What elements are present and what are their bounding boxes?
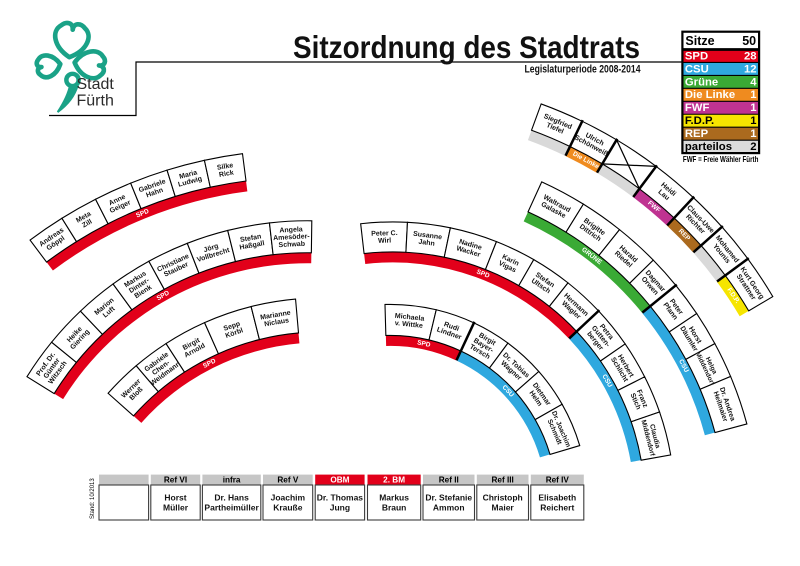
svg-text:FWF = Freie Wähler Fürth: FWF = Freie Wähler Fürth xyxy=(683,155,759,164)
svg-text:SilkeRick: SilkeRick xyxy=(216,162,235,179)
svg-text:CSU: CSU xyxy=(685,63,709,75)
svg-text:Partheimüller: Partheimüller xyxy=(204,503,259,513)
svg-text:50: 50 xyxy=(742,34,756,48)
svg-text:Fürth: Fürth xyxy=(77,93,114,110)
svg-text:Grüne: Grüne xyxy=(685,76,718,88)
svg-text:SPD: SPD xyxy=(135,208,150,220)
svg-text:Braun: Braun xyxy=(382,503,407,513)
svg-text:Ammon: Ammon xyxy=(433,503,465,513)
svg-text:parteilos: parteilos xyxy=(685,141,732,153)
svg-text:F.D.P.: F.D.P. xyxy=(685,115,714,127)
svg-text:Michaelav. Wittke: Michaelav. Wittke xyxy=(394,312,425,329)
svg-text:Jung: Jung xyxy=(330,503,350,513)
svg-text:Die Linke: Die Linke xyxy=(685,89,735,101)
svg-text:StefanHaßgall: StefanHaßgall xyxy=(238,232,265,251)
svg-text:Ref IV: Ref IV xyxy=(546,475,570,484)
svg-text:Maier: Maier xyxy=(492,503,515,513)
svg-text:Joachim: Joachim xyxy=(271,493,306,503)
svg-text:AngelaAmesöder-Schwab: AngelaAmesöder-Schwab xyxy=(273,225,311,248)
svg-text:1: 1 xyxy=(750,89,756,101)
svg-text:2: 2 xyxy=(750,141,756,153)
svg-text:MarianneNiclaus: MarianneNiclaus xyxy=(260,309,293,328)
svg-text:Stand: 10/2013: Stand: 10/2013 xyxy=(90,478,96,519)
svg-text:Ref VI: Ref VI xyxy=(164,475,187,484)
svg-text:SPD: SPD xyxy=(685,50,708,62)
svg-text:OBM: OBM xyxy=(330,475,349,484)
svg-text:Ref V: Ref V xyxy=(277,475,298,484)
svg-text:SPD: SPD xyxy=(475,268,490,280)
svg-text:1: 1 xyxy=(750,128,756,140)
svg-text:Dr. Thomas: Dr. Thomas xyxy=(317,493,364,503)
svg-text:1: 1 xyxy=(750,115,756,127)
svg-text:Legislaturperiode 2008-2014: Legislaturperiode 2008-2014 xyxy=(525,64,641,76)
svg-text:SeppKörbl: SeppKörbl xyxy=(222,320,244,340)
svg-text:SPD: SPD xyxy=(416,339,431,349)
svg-text:Elisabeth: Elisabeth xyxy=(538,493,576,503)
svg-text:Ref III: Ref III xyxy=(492,475,514,484)
svg-text:2. BM: 2. BM xyxy=(383,475,405,484)
svg-text:REP: REP xyxy=(685,128,709,140)
svg-text:Dr. Hans: Dr. Hans xyxy=(214,493,249,503)
svg-text:4: 4 xyxy=(750,76,757,88)
svg-text:1: 1 xyxy=(750,102,756,114)
svg-text:SusanneJahn: SusanneJahn xyxy=(412,230,443,248)
svg-text:Stadt: Stadt xyxy=(77,76,115,93)
svg-text:FWF: FWF xyxy=(685,102,710,114)
svg-text:Peter C.Wirl: Peter C.Wirl xyxy=(371,229,398,244)
svg-text:Sitze: Sitze xyxy=(685,34,714,48)
svg-text:28: 28 xyxy=(744,50,757,62)
svg-text:Sitzordnung des Stadtrats: Sitzordnung des Stadtrats xyxy=(293,29,640,65)
svg-text:Reichert: Reichert xyxy=(540,503,574,513)
svg-text:infra: infra xyxy=(223,475,241,484)
svg-text:Müller: Müller xyxy=(163,503,189,513)
svg-text:PetraGutten-berger: PetraGutten-berger xyxy=(585,320,618,353)
svg-text:Christoph: Christoph xyxy=(483,493,523,503)
svg-text:12: 12 xyxy=(744,63,757,75)
svg-text:Horst: Horst xyxy=(164,493,186,503)
svg-text:Dr. Stefanie: Dr. Stefanie xyxy=(425,493,472,503)
svg-text:Krauße: Krauße xyxy=(273,503,303,513)
svg-text:Markus: Markus xyxy=(379,493,409,503)
svg-text:Ref II: Ref II xyxy=(439,475,459,484)
